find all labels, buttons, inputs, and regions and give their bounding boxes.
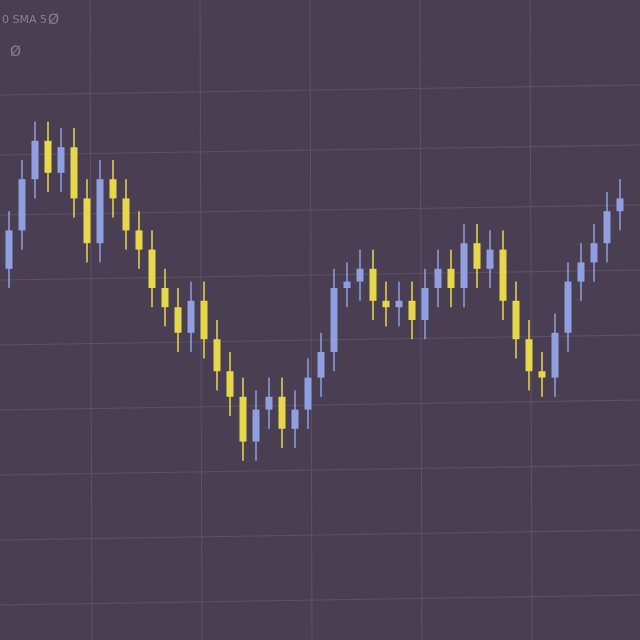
candle-body [226, 371, 234, 397]
grid-line [0, 594, 640, 606]
candle-body [499, 249, 507, 301]
candle-body [122, 198, 130, 231]
candle-body [525, 339, 533, 372]
candle-body [291, 409, 299, 429]
candle-body [382, 300, 390, 308]
candle-body [538, 371, 546, 378]
candle-body [18, 179, 26, 231]
candle-body [603, 211, 611, 244]
candle-body [31, 140, 39, 180]
candle-body [252, 409, 260, 442]
candle-body [408, 300, 416, 320]
candle-body [343, 281, 351, 288]
candle-body [174, 307, 182, 333]
candle-body [213, 339, 221, 372]
grid-line [0, 334, 640, 346]
candle-body [564, 281, 572, 333]
grid-line [0, 144, 640, 156]
candle-body [421, 288, 429, 320]
candle-body [161, 288, 169, 308]
grid-line [0, 399, 640, 411]
candle-body [512, 300, 520, 340]
grid-line [529, 0, 533, 640]
candle-body [395, 300, 403, 308]
candle-body [486, 249, 494, 269]
candle-body [304, 377, 312, 410]
grid-line [89, 0, 93, 640]
indicator-icon[interactable]: Ø [10, 44, 21, 60]
candle-body [148, 249, 156, 288]
grid-line [419, 0, 423, 640]
indicator-icon[interactable]: Ø [48, 12, 59, 28]
candle-body [265, 396, 273, 410]
candle-body [369, 268, 377, 301]
candle-body [590, 243, 598, 263]
candle-body [551, 332, 559, 378]
candle-body [70, 147, 78, 199]
candle-body [135, 230, 143, 250]
grid-line [0, 204, 640, 216]
candle-body [616, 198, 624, 212]
candle-body [330, 288, 338, 352]
candle-body [317, 352, 325, 378]
candle-body [96, 179, 104, 244]
candle-body [5, 230, 13, 269]
candle-body [577, 262, 585, 282]
grid-line [0, 464, 640, 476]
indicator-label: 0 SMA 5 [2, 13, 47, 26]
candle-body [109, 179, 117, 199]
candle-body [278, 396, 286, 429]
candle-body [434, 268, 442, 288]
candle-body [83, 198, 91, 244]
candle-body [460, 243, 468, 288]
candle-body [187, 300, 195, 333]
grid-line [0, 84, 640, 96]
candle-body [57, 147, 65, 173]
grid-line [0, 529, 640, 541]
candle-body [356, 268, 364, 282]
candle-body [44, 140, 52, 173]
candle-body [200, 300, 208, 340]
candle-body [447, 268, 455, 288]
grid-line [0, 269, 640, 281]
candle-body [239, 396, 247, 442]
grid-line [309, 0, 313, 640]
candle-body [473, 243, 481, 269]
